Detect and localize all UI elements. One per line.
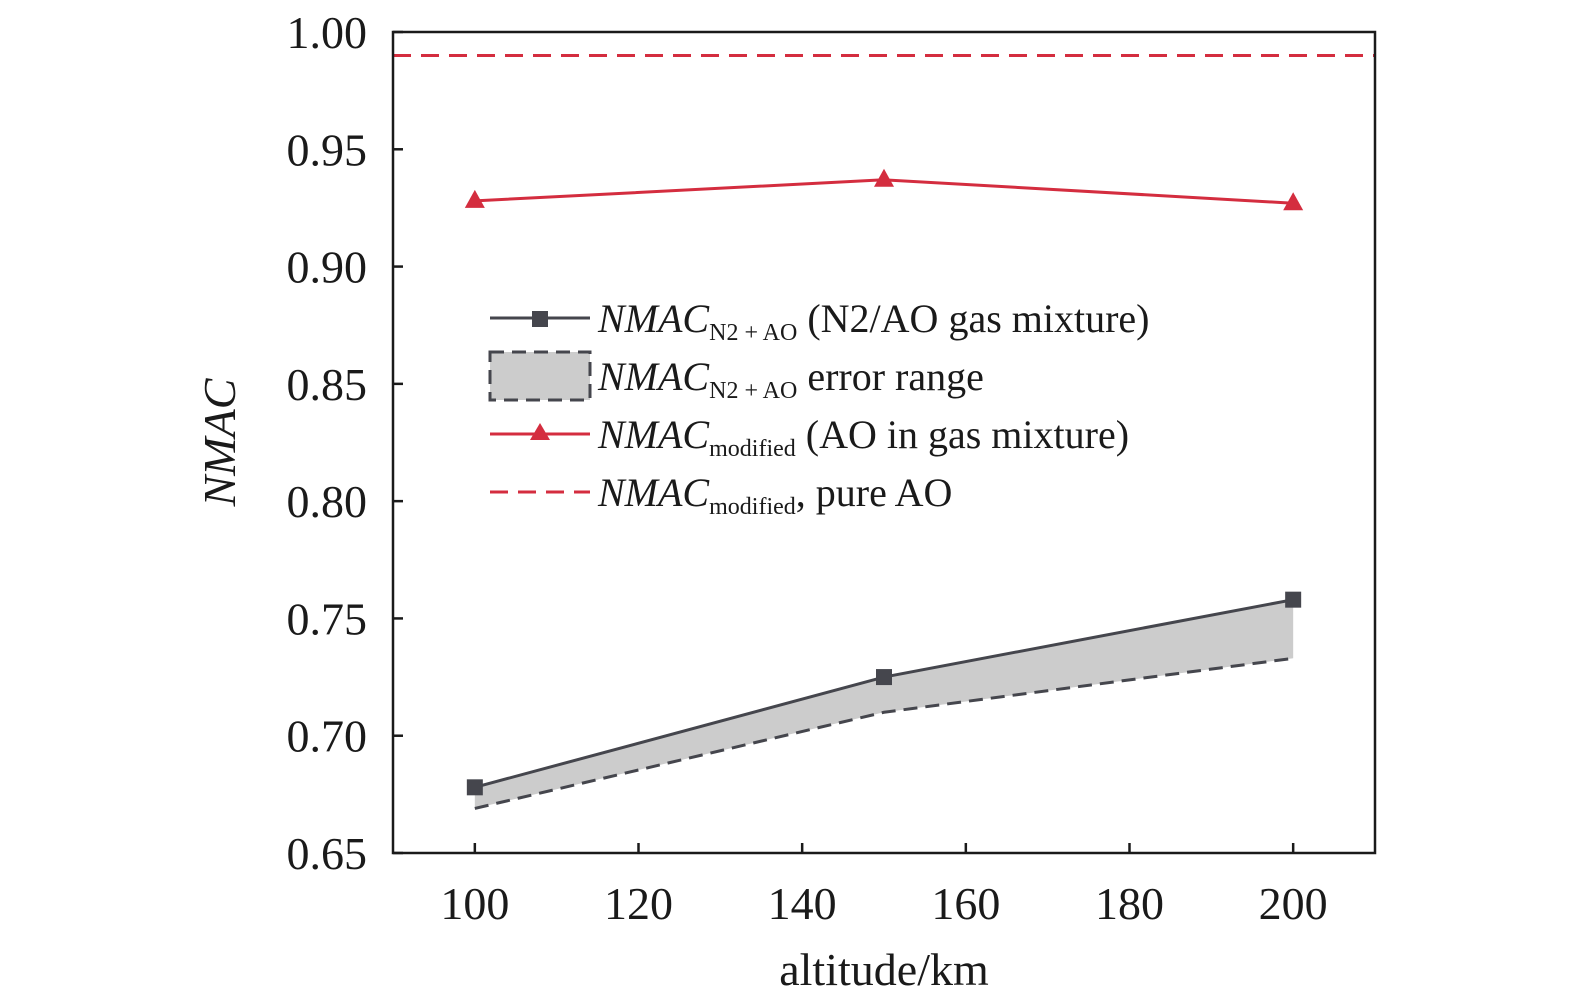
error-range-lower-edge bbox=[474, 656, 1294, 810]
legend-swatch-modified-marker bbox=[530, 423, 550, 440]
x-tick-label-140: 140 bbox=[768, 878, 837, 929]
y-tick-label-0.65: 0.65 bbox=[287, 828, 368, 879]
legend-entry-n2ao: NMACN2 + AO (N2/AO gas mixture) bbox=[490, 296, 1150, 346]
y-tick-label-0.80: 0.80 bbox=[287, 476, 368, 527]
legend-tail-modified: (AO in gas mixture) bbox=[806, 412, 1129, 457]
legend-label-error-range: NMACN2 + AO error range bbox=[597, 354, 984, 404]
tick-labels: 100 120 140 160 180 200 0.65 0.70 0.75 0.80 0.85 0.… bbox=[287, 7, 1328, 929]
x-axis-title: altitude/km bbox=[779, 944, 989, 995]
modified-point-150 bbox=[874, 168, 894, 187]
plot-frame bbox=[391, 30, 1377, 855]
legend-entry-n2ao-error: NMACN2 + AO error range bbox=[488, 350, 984, 404]
legend-swatch-error-range bbox=[488, 350, 592, 402]
legend-sub-n2ao: N2 + AO bbox=[709, 320, 797, 346]
modified-point-200 bbox=[1283, 192, 1304, 211]
n2ao-point-100 bbox=[466, 779, 483, 796]
legend: NMACN2 + AO (N2/AO gas mixture) NMACN2 + … bbox=[488, 296, 1150, 520]
x-tick-label-120: 120 bbox=[604, 878, 673, 929]
legend-entry-modified: NMACmodified (AO in gas mixture) bbox=[490, 412, 1129, 462]
y-tick-label-0.75: 0.75 bbox=[287, 593, 368, 644]
legend-main-error: NMAC bbox=[597, 354, 710, 399]
legend-tail-pure: , pure AO bbox=[796, 470, 953, 515]
legend-swatch-n2ao-marker bbox=[532, 311, 548, 327]
y-axis-title: NMAC bbox=[194, 377, 245, 507]
ticks bbox=[393, 30, 1295, 855]
legend-entry-pure-ao: NMACmodified, pure AO bbox=[490, 470, 952, 520]
legend-main-pure: NMAC bbox=[597, 470, 710, 515]
x-tick-label-180: 180 bbox=[1095, 878, 1164, 929]
plot-content bbox=[393, 53, 1375, 810]
legend-label-pure-ao: NMACmodified, pure AO bbox=[597, 470, 952, 520]
legend-main-modified: NMAC bbox=[597, 412, 710, 457]
y-tick-label-1.00: 1.00 bbox=[287, 7, 368, 58]
n2ao-point-150 bbox=[876, 669, 892, 686]
legend-tail-error: error range bbox=[807, 354, 984, 399]
legend-label-n2ao: NMACN2 + AO (N2/AO gas mixture) bbox=[597, 296, 1150, 346]
error-range-band bbox=[474, 599, 1294, 809]
x-tick-label-100: 100 bbox=[440, 878, 509, 929]
legend-sub-modified: modified bbox=[709, 436, 796, 462]
legend-label-modified: NMACmodified (AO in gas mixture) bbox=[597, 412, 1129, 462]
y-tick-label-0.85: 0.85 bbox=[287, 359, 368, 410]
modified-point-100 bbox=[464, 189, 485, 208]
legend-sub-pure: modified bbox=[709, 494, 796, 520]
x-tick-label-160: 160 bbox=[931, 878, 1000, 929]
legend-main-n2ao: NMAC bbox=[597, 296, 710, 341]
y-tick-label-0.70: 0.70 bbox=[287, 711, 368, 762]
y-tick-label-0.90: 0.90 bbox=[287, 242, 368, 293]
n2ao-point-200 bbox=[1285, 591, 1302, 608]
y-tick-label-0.95: 0.95 bbox=[287, 124, 368, 175]
legend-sub-error: N2 + AO bbox=[709, 378, 797, 404]
x-tick-label-200: 200 bbox=[1259, 878, 1328, 929]
legend-tail-n2ao: (N2/AO gas mixture) bbox=[807, 296, 1149, 341]
